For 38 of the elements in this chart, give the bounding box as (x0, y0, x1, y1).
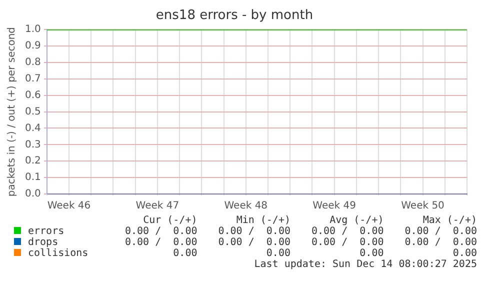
y-tick-label: 0.5 (24, 106, 41, 118)
y-tick-label: 0.2 (24, 156, 41, 167)
y-tick-label: 0.3 (24, 139, 41, 150)
text: Avg (-/+) (328, 215, 384, 226)
y-tick-label: 1.0 (24, 24, 41, 36)
y-tick-label: 0.0 (24, 188, 41, 200)
y-tick-label: 0.1 (24, 172, 41, 184)
text: Min (-/+) (235, 215, 290, 226)
text: 0.00 / 0.00 (404, 226, 477, 237)
y-axis-title: packets in (-) / out (+) per second (6, 26, 18, 197)
text: 0.00 / 0.00 (310, 226, 384, 237)
legend-label: errors (27, 226, 66, 237)
x-tick-label: Week 46 (47, 200, 91, 212)
y-tick-label: 0.9 (24, 40, 41, 52)
x-tick-label: Week 47 (136, 200, 180, 212)
y-tick-label: 0.4 (24, 122, 41, 134)
text: 0.00 / 0.00 (217, 226, 290, 237)
text: Last update: Sun Dec 14 08:00:27 2025 (253, 259, 477, 270)
x-tick-label: Week 49 (312, 200, 356, 212)
x-tick-label: Week 50 (401, 200, 444, 212)
y-tick-label: 0.7 (24, 74, 41, 85)
text: Cur (-/+) (142, 215, 198, 226)
text: 0.00 (452, 248, 477, 259)
text: 0.00 (358, 248, 384, 259)
text: 0.00 (172, 248, 198, 259)
text: 0.00 / 0.00 (404, 237, 477, 248)
legend-label: drops (27, 237, 60, 248)
text: Max (-/+) (422, 215, 477, 226)
text: 0.00 / 0.00 (124, 226, 198, 237)
text: 0.00 (265, 248, 290, 259)
chart-title: ens18 errors - by month (156, 8, 314, 24)
text: 0.00 / 0.00 (310, 237, 384, 248)
y-tick-label: 0.6 (24, 90, 41, 101)
text: 0.00 / 0.00 (124, 237, 198, 248)
x-tick-label: Week 48 (224, 200, 268, 212)
legend-label: collisions (27, 248, 90, 259)
y-tick-label: 0.8 (24, 57, 41, 68)
text: 0.00 / 0.00 (217, 237, 290, 248)
